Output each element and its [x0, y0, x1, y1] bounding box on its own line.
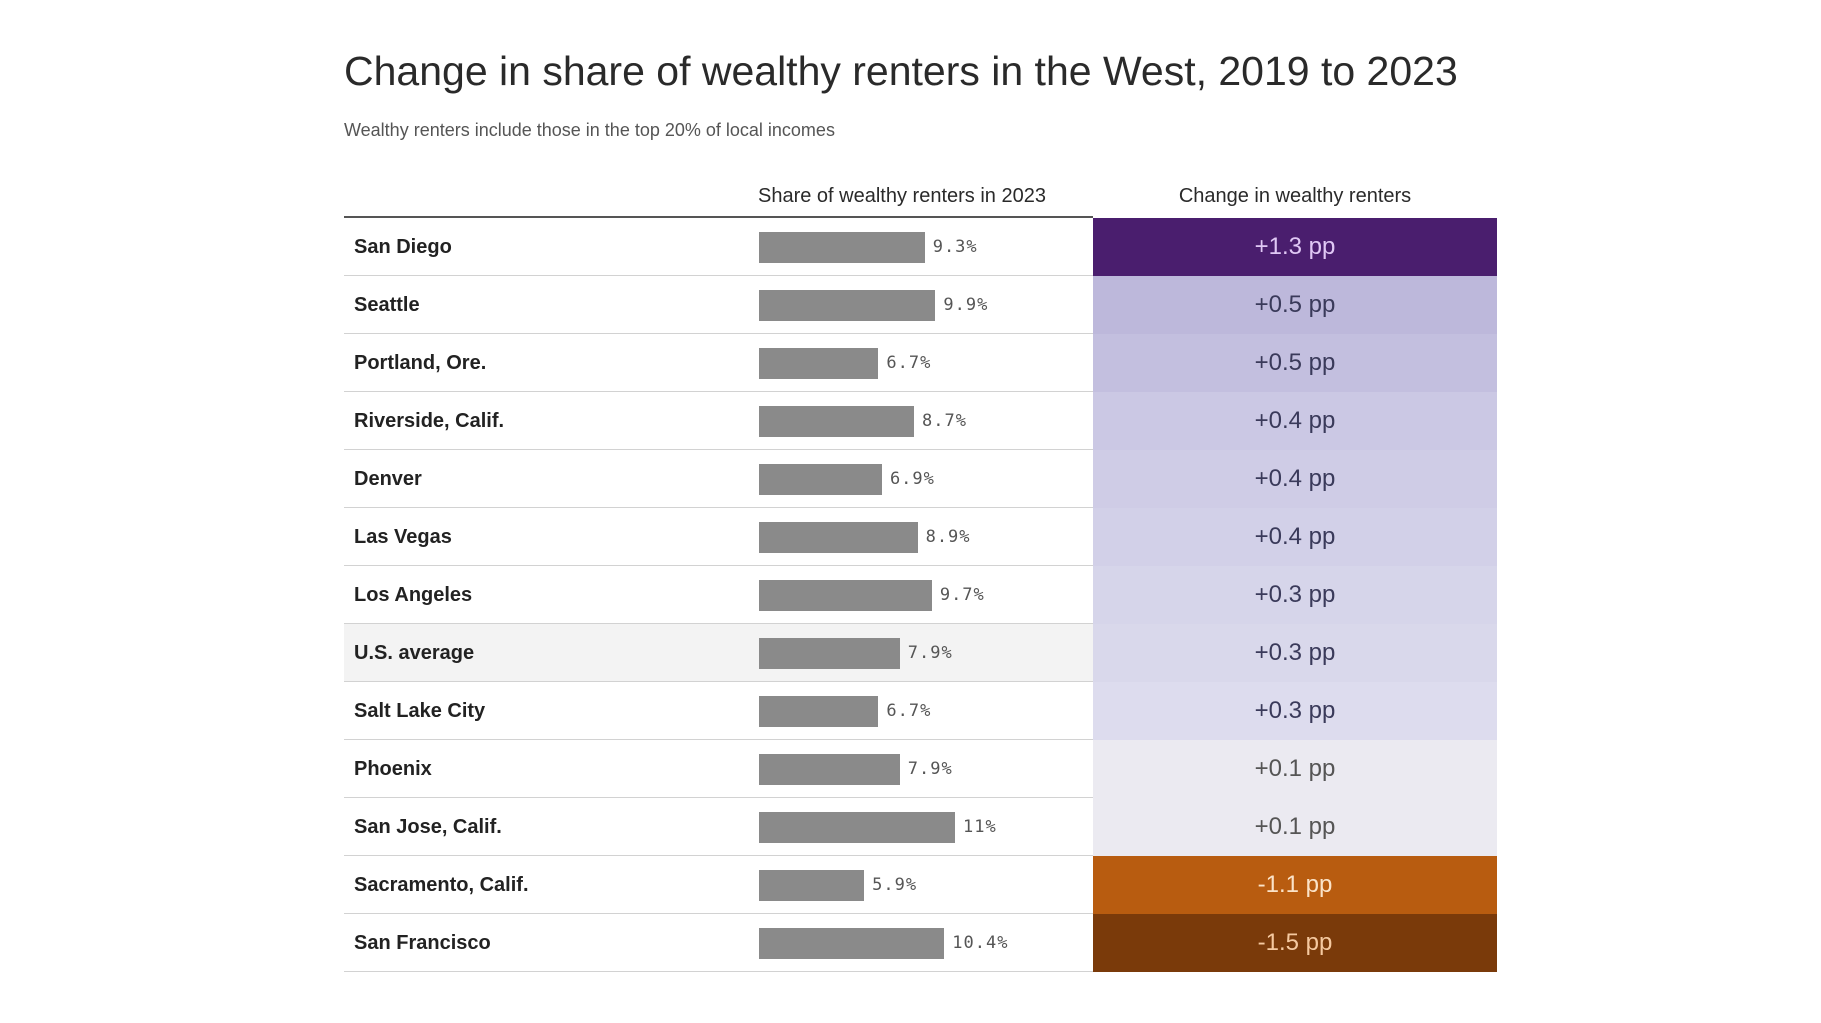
row-background [344, 624, 1093, 682]
table-row: Salt Lake City 6.7% +0.3 pp [344, 682, 1497, 740]
table-row: Las Vegas 8.9% +0.4 pp [344, 508, 1497, 566]
share-bar [759, 812, 955, 843]
share-value-label: 8.7% [922, 411, 967, 431]
row-divider [344, 275, 1093, 276]
share-bar [759, 580, 932, 611]
share-value-label: 9.7% [939, 585, 985, 605]
table-row: San Diego 9.3% +1.3 pp [344, 218, 1497, 276]
change-cell: +0.5 pp [1093, 334, 1497, 392]
share-value-label: 6.7% [886, 701, 932, 721]
change-cell: +0.3 pp [1093, 682, 1497, 740]
row-divider [344, 739, 1093, 740]
row-divider [344, 913, 1093, 914]
city-label: Riverside, Calif. [354, 410, 505, 432]
share-bar [759, 232, 925, 263]
row-divider [344, 623, 1093, 624]
row-background [344, 740, 1093, 798]
table-row: Riverside, Calif. 8.7% +0.4 pp [344, 392, 1497, 450]
row-background [344, 218, 1093, 276]
header-rule [344, 216, 1093, 218]
share-value-label: 9.3% [932, 237, 978, 257]
row-divider [344, 681, 1093, 682]
share-value-label: 7.9% [907, 759, 953, 779]
share-value-label: 5.9% [872, 875, 918, 895]
table-row: Portland, Ore. 6.7% +0.5 pp [344, 334, 1497, 392]
share-bar [759, 696, 879, 727]
city-label: San Jose, Calif. [354, 816, 502, 838]
city-label: U.S. average [354, 642, 475, 664]
share-bar [759, 522, 918, 553]
share-value-label: 10.4% [952, 933, 1009, 953]
city-label: Los Angeles [354, 584, 473, 606]
column-header-change: Change in wealthy renters [1178, 185, 1412, 207]
share-value-label: 9.9% [943, 295, 989, 315]
row-background [344, 508, 1093, 566]
row-divider [344, 507, 1093, 508]
share-value-label: 11% [963, 817, 997, 837]
table-row: Phoenix 7.9% +0.1 pp [344, 740, 1497, 798]
change-cell: -1.5 pp [1093, 914, 1497, 972]
change-cell: +0.4 pp [1093, 508, 1497, 566]
row-divider [344, 971, 1093, 972]
change-cell: +0.1 pp [1093, 740, 1497, 798]
row-divider [344, 333, 1093, 334]
change-cell: -1.1 pp [1093, 856, 1497, 914]
change-cell: +0.1 pp [1093, 798, 1497, 856]
share-bar [759, 290, 936, 321]
share-bar [759, 754, 900, 785]
share-bar [759, 870, 865, 901]
table-row: U.S. average 7.9% +0.3 pp [344, 624, 1497, 682]
change-cell: +0.5 pp [1093, 276, 1497, 334]
city-label: Sacramento, Calif. [354, 874, 529, 896]
row-divider [344, 391, 1093, 392]
share-value-label: 8.9% [925, 527, 971, 547]
city-label: Las Vegas [354, 526, 452, 548]
city-label: San Diego [354, 236, 452, 258]
city-label: San Francisco [354, 932, 491, 954]
table-row: Sacramento, Calif. 5.9% -1.1 pp [344, 856, 1497, 914]
change-cell: +1.3 pp [1093, 218, 1497, 276]
change-cell: +0.4 pp [1093, 392, 1497, 450]
share-bar [759, 464, 882, 495]
chart-subtitle: Wealthy renters include those in the top… [344, 120, 835, 140]
share-value-label: 6.7% [886, 353, 932, 373]
city-label: Denver [354, 468, 422, 490]
change-cell: +0.3 pp [1093, 624, 1497, 682]
table-row: Los Angeles 9.7% +0.3 pp [344, 566, 1497, 624]
city-label: Phoenix [354, 758, 432, 780]
row-divider [344, 855, 1093, 856]
row-background [344, 450, 1093, 508]
city-label: Seattle [354, 294, 420, 316]
table-row: San Jose, Calif. 11% +0.1 pp [344, 798, 1497, 856]
row-divider [344, 449, 1093, 450]
table-row: Denver 6.9% +0.4 pp [344, 450, 1497, 508]
city-label: Portland, Ore. [354, 352, 487, 374]
share-bar [759, 406, 915, 437]
chart-title: Change in share of wealthy renters in th… [344, 48, 1458, 94]
share-bar [759, 348, 879, 379]
city-label: Salt Lake City [354, 700, 486, 722]
table-row: San Francisco 10.4% -1.5 pp [344, 914, 1497, 972]
share-bar [759, 638, 900, 669]
change-cell: +0.3 pp [1093, 566, 1497, 624]
column-header-share: Share of wealthy renters in 2023 [758, 185, 1046, 207]
share-value-label: 7.9% [907, 643, 953, 663]
row-divider [344, 797, 1093, 798]
change-cell: +0.4 pp [1093, 450, 1497, 508]
table-row: Seattle 9.9% +0.5 pp [344, 276, 1497, 334]
share-value-label: 6.9% [889, 469, 935, 489]
row-divider [344, 565, 1093, 566]
share-bar [759, 928, 945, 959]
